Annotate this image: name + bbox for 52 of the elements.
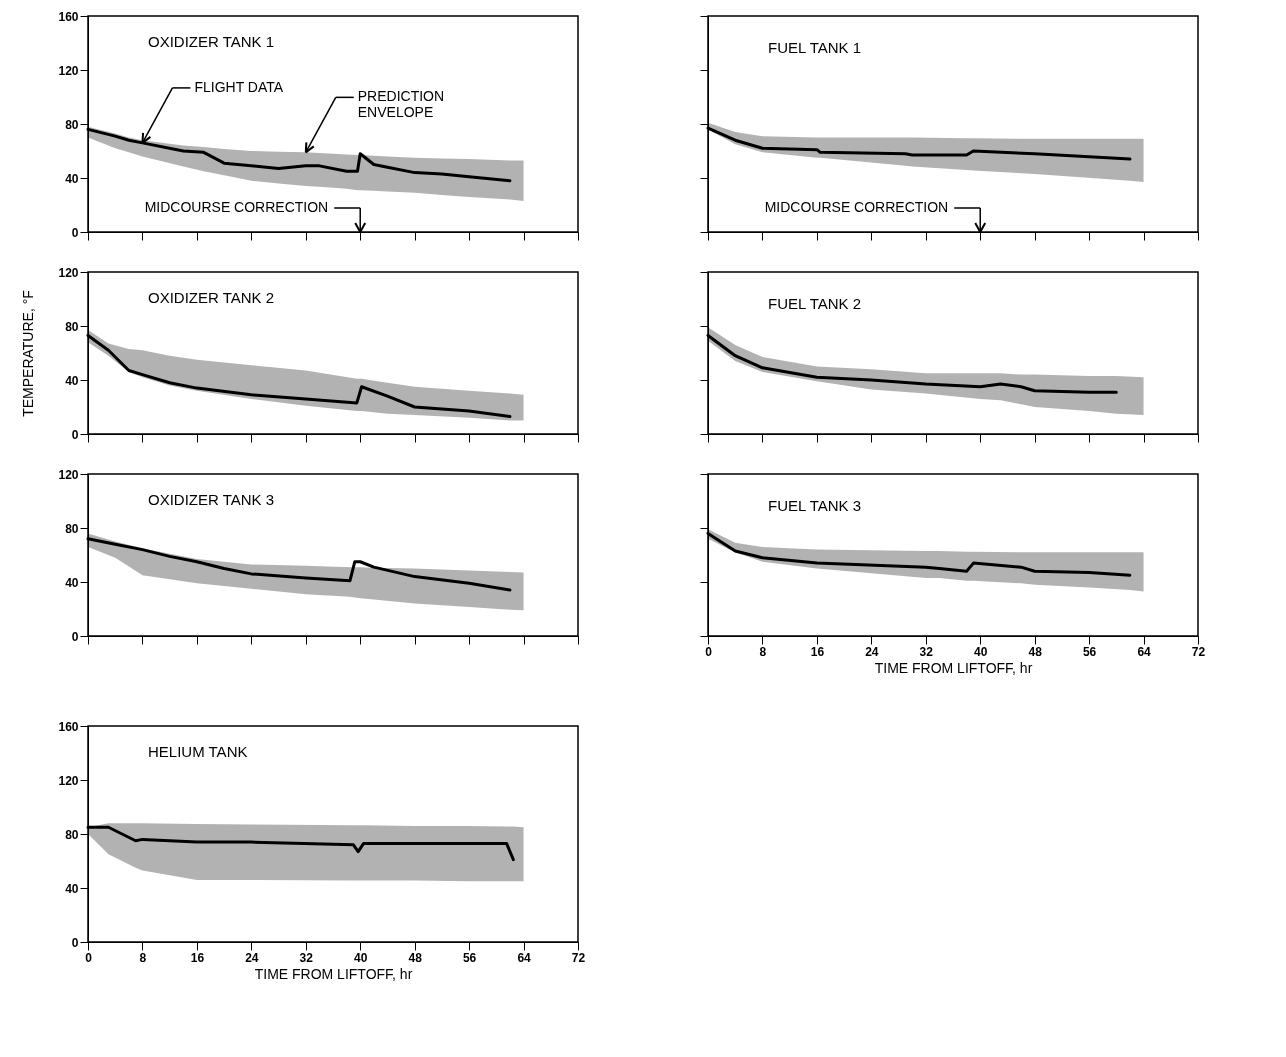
text: OXIDIZER TANK 2 (148, 289, 275, 306)
y-tick-label: 40 (65, 171, 79, 186)
x-tick-label: 24 (865, 644, 879, 659)
ref-line-label: MIDCOURSE CORRECTION (144, 199, 329, 215)
y-tick-label: 160 (58, 9, 79, 24)
x-axis-title: TIME FROM LIFTOFF, hr (254, 965, 413, 982)
y-tick-label: 120 (58, 467, 79, 482)
x-tick-label: 32 (919, 644, 934, 659)
x-tick-label: 16 (190, 950, 205, 965)
y-tick-label: 0 (71, 225, 79, 240)
annotation: FLIGHT DATA (194, 78, 284, 95)
x-tick-label: 0 (705, 644, 713, 659)
x-axis-title: TIME FROM LIFTOFF, hr (874, 659, 1033, 676)
x-tick-label: 56 (1082, 644, 1097, 659)
y-tick-label: 0 (71, 427, 79, 442)
x-tick-label: 72 (571, 950, 586, 965)
x-tick-label: 40 (354, 950, 368, 965)
x-tick-label: 40 (974, 644, 988, 659)
text: OXIDIZER TANK 3 (148, 491, 275, 508)
text: FUEL TANK 3 (768, 496, 862, 514)
x-tick-label: 72 (1191, 644, 1206, 659)
y-axis-title: TEMPERATURE, °F (20, 290, 37, 417)
text: FUEL TANK 1 (768, 38, 862, 56)
annotation: PREDICTION ENVELOPE (357, 88, 445, 121)
y-tick-label: 80 (65, 521, 79, 536)
x-tick-label: 16 (810, 644, 825, 659)
y-tick-label: 0 (71, 629, 79, 644)
y-tick-label: 80 (65, 117, 79, 132)
y-tick-label: 0 (71, 935, 79, 950)
y-tick-label: 80 (65, 319, 79, 334)
x-tick-label: 8 (139, 950, 147, 965)
x-tick-label: 32 (299, 950, 314, 965)
y-tick-label: 160 (58, 719, 79, 734)
y-tick-label: 80 (65, 827, 79, 842)
y-tick-label: 40 (65, 881, 79, 896)
y-tick-label: 120 (58, 265, 79, 280)
x-tick-label: 48 (408, 950, 423, 965)
text: OXIDIZER TANK 1 (148, 33, 275, 50)
ref-line-label: MIDCOURSE CORRECTION (764, 199, 949, 215)
x-tick-label: 24 (245, 950, 259, 965)
x-tick-label: 8 (759, 644, 767, 659)
x-tick-label: 64 (1137, 644, 1152, 659)
x-tick-label: 0 (85, 950, 93, 965)
text: HELIUM TANK (148, 743, 248, 760)
x-tick-label: 64 (517, 950, 532, 965)
x-tick-label: 56 (462, 950, 477, 965)
x-tick-label: 48 (1028, 644, 1043, 659)
text: FUEL TANK 2 (768, 294, 862, 312)
y-tick-label: 120 (58, 63, 79, 78)
y-tick-label: 40 (65, 575, 79, 590)
y-tick-label: 120 (58, 773, 79, 788)
y-tick-label: 40 (65, 373, 79, 388)
